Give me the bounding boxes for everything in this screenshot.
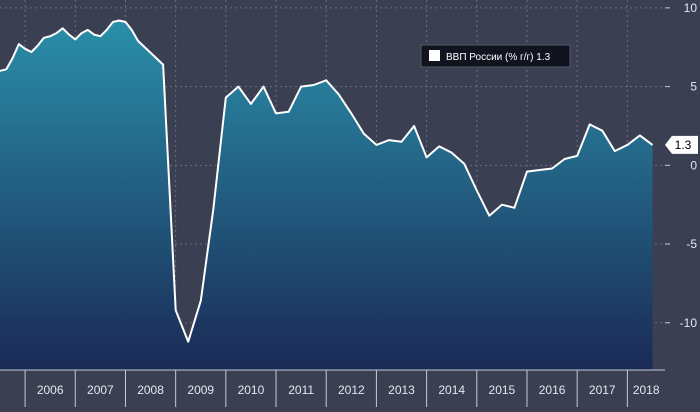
- x-tick-label: 2014: [438, 383, 465, 397]
- last-value-badge: 1.3: [665, 135, 698, 154]
- x-tick-label: 2016: [539, 383, 566, 397]
- x-tick-label: 2015: [489, 383, 516, 397]
- legend: ВВП России (% г/г) 1.3: [420, 44, 571, 68]
- legend-last-value: 1.3: [536, 52, 550, 63]
- x-tick-label: 2013: [388, 383, 415, 397]
- y-tick-label: -5: [686, 237, 697, 251]
- y-tick-label: 5: [690, 80, 697, 94]
- x-tick-label: 2009: [187, 383, 214, 397]
- x-tick-label: 2011: [288, 383, 314, 397]
- legend-series-name: ВВП России (% г/г): [446, 52, 533, 63]
- series-line-path: [0, 19, 654, 343]
- x-axis-panel: [0, 370, 700, 407]
- x-tick-label: 2012: [338, 383, 365, 397]
- x-axis: 2006 2007 2008 2009 2010 2011 2012 2013 2014 2015…: [24, 370, 660, 407]
- series-area-fill: [0, 20, 653, 370]
- legend-swatch: [429, 50, 440, 61]
- x-tick-label: 2010: [238, 383, 265, 397]
- y-tick-label: -10: [680, 316, 698, 330]
- y-axis: 10 5 0 -5 -10: [665, 1, 697, 330]
- x-tick-label: 2006: [37, 383, 64, 397]
- y-tick-label: 0: [690, 158, 697, 172]
- legend-box: [420, 44, 571, 68]
- legend-label: ВВП России (% г/г) 1.3: [446, 52, 551, 63]
- series-line: [0, 19, 654, 343]
- x-tick-label: 2008: [137, 383, 164, 397]
- last-value-badge-shape: [665, 135, 698, 154]
- last-value-badge-label: 1.3: [675, 138, 692, 152]
- y-axis-panel: [665, 0, 700, 407]
- x-tick-label: 2007: [87, 383, 114, 397]
- y-tick-label: 10: [684, 1, 698, 15]
- series-area: [0, 20, 653, 370]
- x-tick-label: 2018: [633, 383, 660, 397]
- x-tick-label: 2017: [589, 383, 616, 397]
